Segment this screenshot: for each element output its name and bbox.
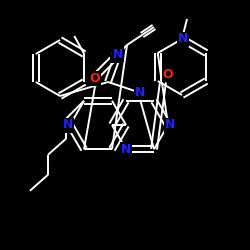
Text: N: N [63,118,73,132]
Text: N: N [121,143,131,156]
Text: N: N [165,118,175,132]
Text: O: O [163,68,173,80]
Text: O: O [90,72,100,85]
Text: O: O [111,48,121,62]
Text: N: N [135,86,145,98]
Text: N: N [113,48,123,60]
Text: N: N [178,32,188,46]
